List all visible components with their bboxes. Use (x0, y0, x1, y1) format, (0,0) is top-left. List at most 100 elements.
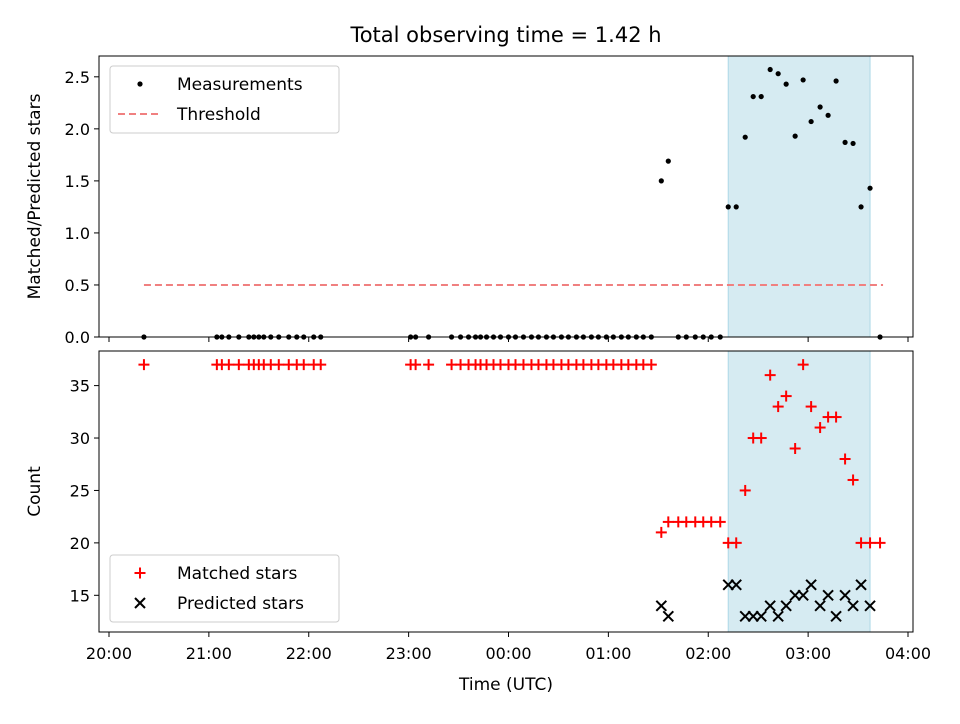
data-point (858, 204, 864, 210)
legend-box (109, 554, 340, 623)
data-point (662, 516, 674, 528)
data-point (797, 589, 809, 602)
y-tick-label: 20 (70, 534, 90, 553)
data-point (755, 610, 767, 622)
data-point (758, 93, 764, 100)
data-point (797, 359, 809, 371)
x-mark-b (855, 579, 867, 591)
data-point (138, 359, 150, 371)
y-axis-label: Count (25, 466, 45, 517)
axes-frame (98, 350, 914, 633)
x-mark-b (662, 610, 675, 622)
data-point (733, 204, 739, 210)
data-point (808, 118, 814, 125)
series-predicted-stars (655, 579, 876, 622)
data-point (780, 600, 792, 612)
legend-marker-b (134, 597, 146, 609)
x-tick-label: 21:00 (186, 644, 232, 663)
x-mark-b (814, 600, 826, 612)
data-point (655, 600, 668, 612)
legend-label: Matched stars (177, 564, 297, 584)
data-point (830, 610, 842, 622)
data-point (423, 359, 435, 371)
x-tick-label: 22:00 (286, 644, 332, 663)
x-axis-label: Time (UTC) (458, 675, 553, 695)
data-point (410, 359, 422, 371)
data-point (847, 600, 859, 612)
data-point (805, 401, 817, 413)
x-tick-label: 04:00 (885, 644, 931, 663)
data-point (839, 589, 851, 602)
data-point (772, 401, 784, 413)
y-tick-label: 0.0 (65, 328, 90, 347)
y-tick-label: 30 (70, 429, 90, 448)
x-mark-b (797, 589, 809, 602)
data-point (775, 71, 781, 77)
legend: Measurements Threshold (109, 65, 340, 134)
data-point (789, 443, 801, 455)
data-point (767, 66, 773, 73)
data-point (730, 537, 742, 549)
data-point (714, 516, 726, 528)
data-point (864, 600, 876, 612)
data-point (662, 610, 675, 622)
data-point (822, 589, 834, 602)
y-tick-label: 1.5 (65, 172, 90, 191)
data-point (800, 77, 806, 83)
x-mark-b (764, 600, 776, 612)
series-matched-stars (138, 359, 886, 549)
legend-marker (137, 81, 143, 87)
legend-box (109, 65, 340, 134)
x-mark-b (655, 600, 668, 612)
data-point (655, 526, 667, 538)
legend: Matched stars Predicted stars (109, 554, 340, 623)
x-mark-b (805, 579, 817, 591)
bottom-panel: 15 20 25 30 35 20:00 21:00 22:00 23:00 00:00 01:00… (25, 350, 931, 695)
data-point (814, 600, 826, 612)
legend-label: Threshold (176, 105, 261, 125)
x-mark-b (780, 600, 792, 612)
data-point (842, 139, 848, 145)
x-mark-b (864, 600, 876, 612)
y-tick-label: 25 (70, 481, 90, 500)
data-point (830, 411, 842, 423)
data-point (847, 474, 859, 486)
x-mark-b (822, 589, 834, 602)
data-point (874, 537, 886, 549)
y-tick-label: 1.0 (65, 224, 90, 243)
figure-title: Total observing time = 1.42 h (349, 23, 661, 47)
x-mark-b (755, 610, 767, 622)
x-mark-b (830, 610, 842, 622)
data-point (764, 600, 776, 612)
data-point (665, 158, 671, 164)
data-point (864, 537, 876, 549)
x-tick-label: 02:00 (685, 644, 731, 663)
top-panel: 0.0 0.5 1.0 1.5 2.0 2.5 Matched/Predicted star… (25, 55, 914, 347)
data-point (825, 112, 831, 118)
data-point (839, 453, 851, 465)
data-point (273, 359, 285, 371)
x-mark-b (847, 600, 859, 612)
data-point (725, 204, 731, 210)
x-tick-label: 01:00 (585, 644, 631, 663)
y-tick-label: 2.5 (65, 68, 90, 87)
data-point (850, 140, 856, 147)
x-tick-label: 20:00 (86, 644, 132, 663)
x-mark-b (730, 579, 742, 591)
data-point (855, 579, 867, 591)
data-point (780, 390, 792, 402)
x-mark-b (839, 589, 851, 602)
y-axis-label: Matched/Predicted stars (25, 93, 45, 299)
data-point (739, 484, 751, 496)
shaded-region (727, 55, 871, 338)
data-point (783, 81, 789, 87)
y-tick-label: 35 (70, 377, 90, 396)
x-tick-label: 23:00 (386, 644, 432, 663)
shaded-region (727, 350, 871, 633)
data-point (755, 432, 767, 444)
axes-frame (98, 55, 914, 338)
legend-label: Predicted stars (177, 594, 304, 614)
data-point (833, 78, 839, 84)
data-point (792, 133, 798, 139)
